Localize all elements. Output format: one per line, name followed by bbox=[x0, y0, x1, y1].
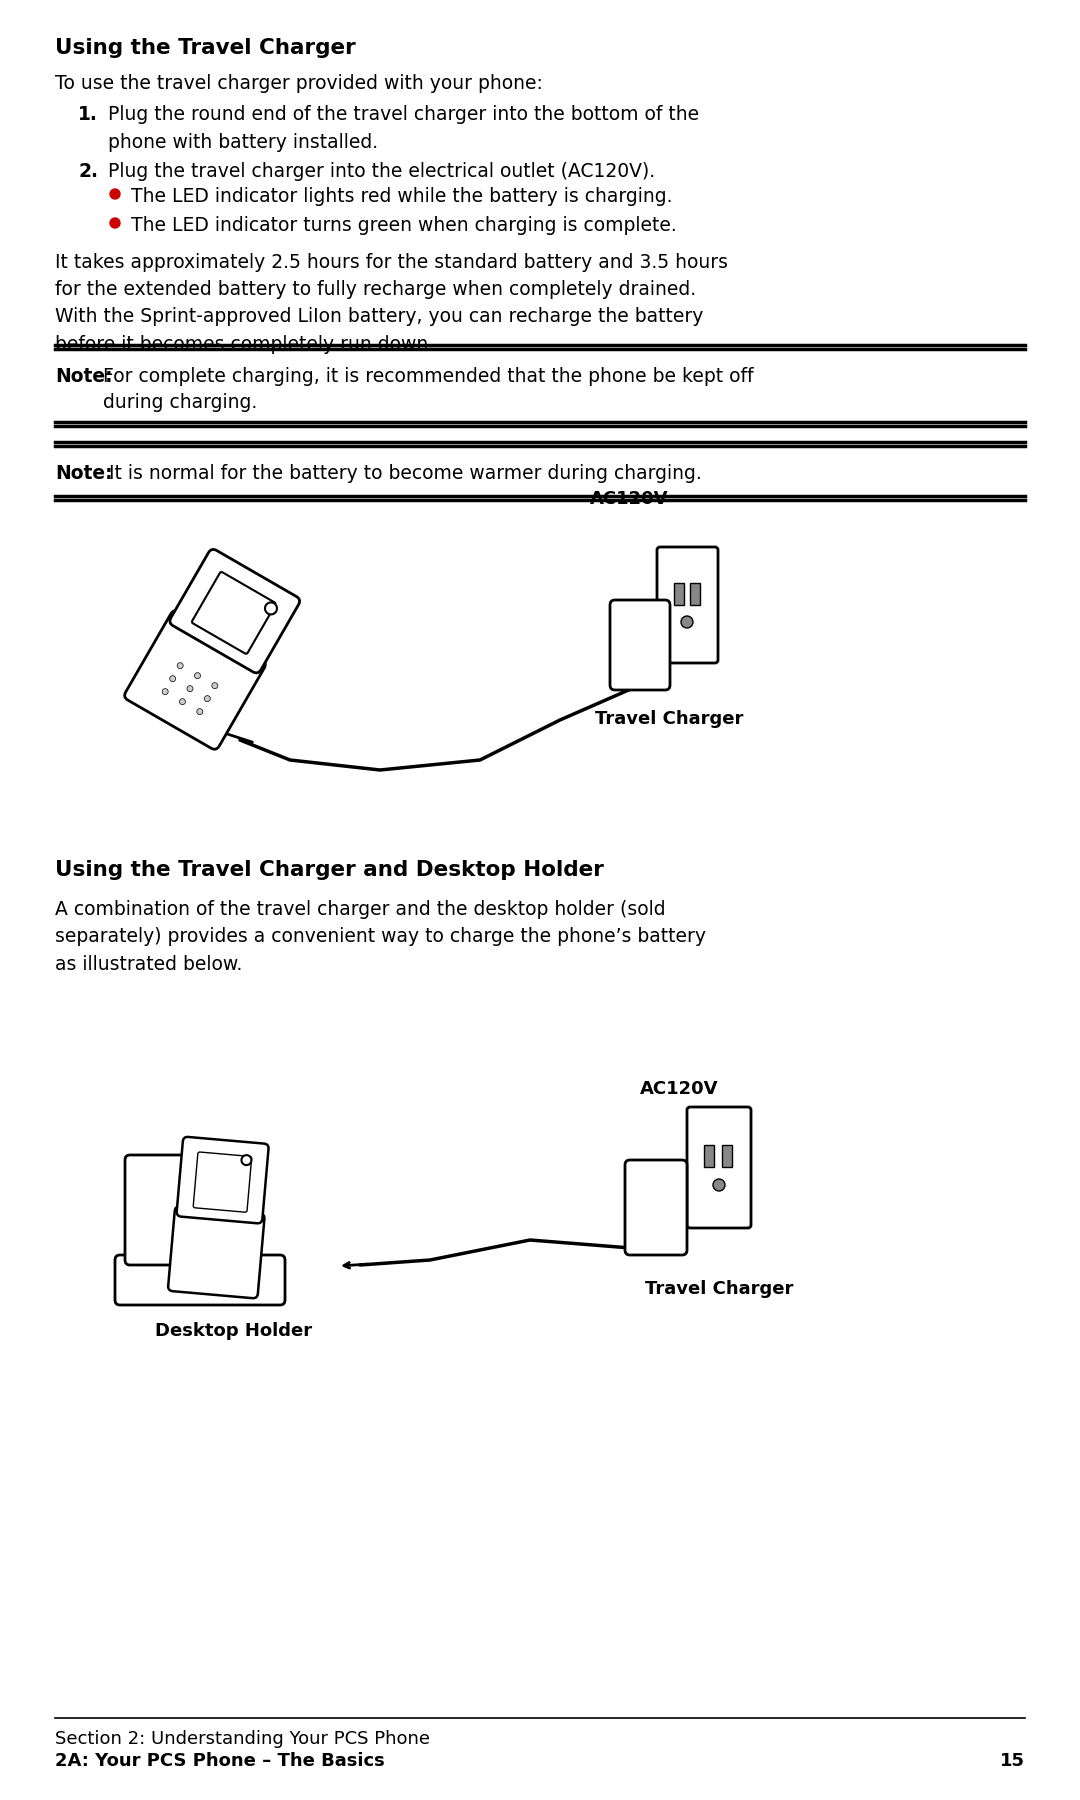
Bar bbox=[704, 1145, 714, 1166]
Text: It takes approximately 2.5 hours for the standard battery and 3.5 hours
for the : It takes approximately 2.5 hours for the… bbox=[55, 254, 728, 355]
Text: Note:: Note: bbox=[55, 464, 112, 482]
FancyBboxPatch shape bbox=[192, 572, 275, 653]
Circle shape bbox=[681, 616, 693, 628]
Text: To use the travel charger provided with your phone:: To use the travel charger provided with … bbox=[55, 74, 543, 94]
Text: Using the Travel Charger and Desktop Holder: Using the Travel Charger and Desktop Hol… bbox=[55, 860, 604, 880]
Text: AC120V: AC120V bbox=[640, 1080, 718, 1098]
FancyBboxPatch shape bbox=[657, 547, 718, 662]
FancyBboxPatch shape bbox=[625, 1159, 687, 1255]
Circle shape bbox=[110, 189, 120, 200]
Circle shape bbox=[194, 673, 201, 679]
Text: Using the Travel Charger: Using the Travel Charger bbox=[55, 38, 355, 58]
Text: Travel Charger: Travel Charger bbox=[645, 1280, 794, 1298]
Circle shape bbox=[242, 1156, 252, 1165]
FancyBboxPatch shape bbox=[114, 1255, 285, 1305]
FancyBboxPatch shape bbox=[193, 1152, 252, 1211]
Circle shape bbox=[110, 218, 120, 229]
FancyBboxPatch shape bbox=[687, 1107, 751, 1228]
Circle shape bbox=[170, 675, 176, 682]
Text: Plug the round end of the travel charger into the bottom of the
phone with batte: Plug the round end of the travel charger… bbox=[108, 104, 699, 151]
Text: AC120V: AC120V bbox=[590, 490, 669, 508]
Text: Section 2: Understanding Your PCS Phone: Section 2: Understanding Your PCS Phone bbox=[55, 1730, 430, 1748]
Circle shape bbox=[187, 686, 193, 691]
Text: For complete charging, it is recommended that the phone be kept off
during charg: For complete charging, it is recommended… bbox=[103, 367, 754, 412]
Bar bbox=[674, 583, 684, 605]
FancyBboxPatch shape bbox=[124, 610, 266, 749]
Text: A combination of the travel charger and the desktop holder (sold
separately) pro: A combination of the travel charger and … bbox=[55, 900, 706, 974]
Text: Travel Charger: Travel Charger bbox=[595, 709, 743, 727]
FancyBboxPatch shape bbox=[610, 599, 670, 689]
Circle shape bbox=[212, 682, 218, 689]
Text: Plug the travel charger into the electrical outlet (AC120V).: Plug the travel charger into the electri… bbox=[108, 162, 656, 182]
Circle shape bbox=[179, 698, 186, 704]
Text: Desktop Holder: Desktop Holder bbox=[156, 1321, 312, 1339]
Circle shape bbox=[197, 709, 203, 715]
Text: Note:: Note: bbox=[55, 367, 112, 385]
Bar bbox=[723, 1145, 732, 1166]
Circle shape bbox=[265, 603, 276, 614]
Text: The LED indicator turns green when charging is complete.: The LED indicator turns green when charg… bbox=[131, 216, 677, 236]
Circle shape bbox=[204, 695, 211, 702]
Circle shape bbox=[177, 662, 184, 668]
FancyBboxPatch shape bbox=[170, 549, 299, 673]
Circle shape bbox=[162, 689, 168, 695]
FancyBboxPatch shape bbox=[177, 1138, 269, 1224]
Text: It is normal for the battery to become warmer during charging.: It is normal for the battery to become w… bbox=[103, 464, 702, 482]
Text: The LED indicator lights red while the battery is charging.: The LED indicator lights red while the b… bbox=[131, 187, 673, 205]
Text: 15: 15 bbox=[1000, 1751, 1025, 1769]
Bar bbox=[690, 583, 700, 605]
Text: 1.: 1. bbox=[78, 104, 98, 124]
FancyBboxPatch shape bbox=[125, 1156, 190, 1265]
Text: 2A: Your PCS Phone – The Basics: 2A: Your PCS Phone – The Basics bbox=[55, 1751, 384, 1769]
Text: 2.: 2. bbox=[78, 162, 98, 182]
Circle shape bbox=[713, 1179, 725, 1192]
FancyBboxPatch shape bbox=[168, 1206, 265, 1298]
